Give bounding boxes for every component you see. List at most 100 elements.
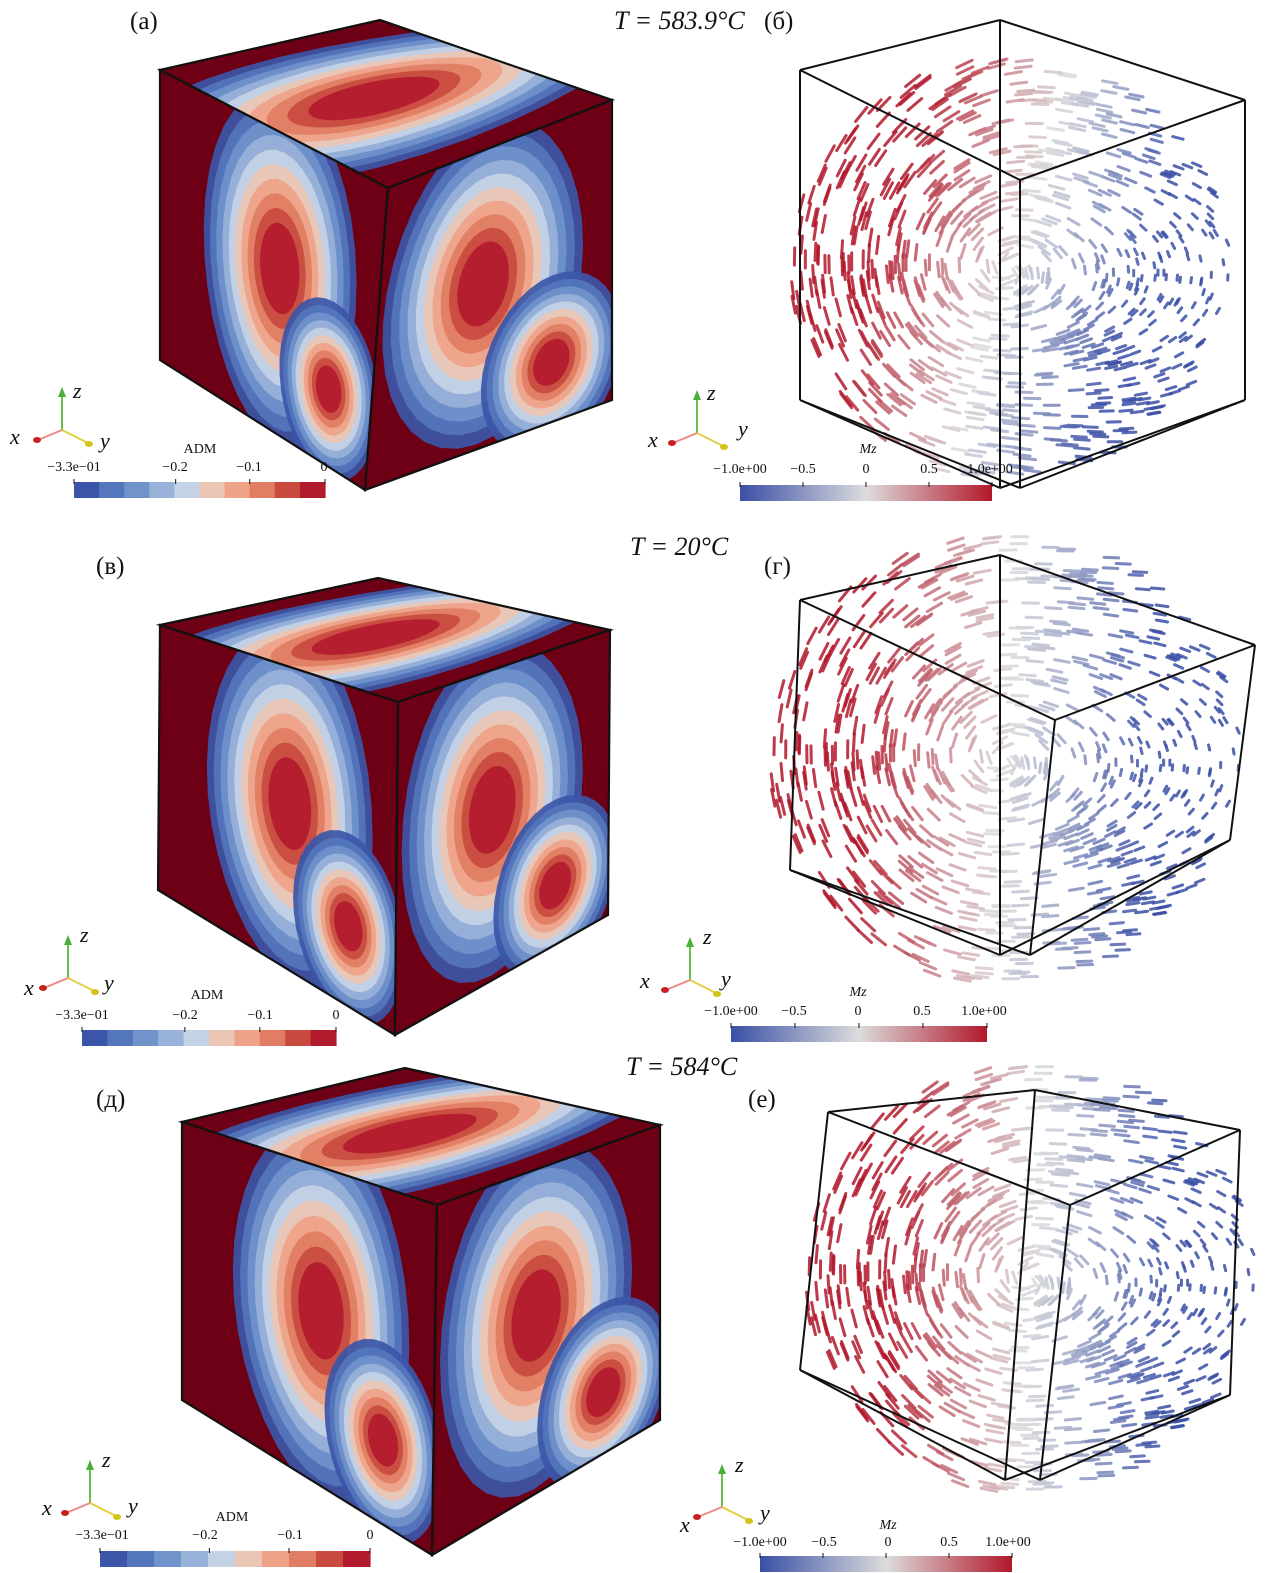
axis-y-label-d: y <box>128 1493 138 1518</box>
adm-face-right <box>395 630 610 1035</box>
axis-x-label-b: x <box>648 427 658 452</box>
mz-box-frame <box>799 1089 1241 1481</box>
adm-colorbar-step <box>209 1030 235 1046</box>
adm-colorbar-step <box>259 1030 286 1046</box>
adm-colorbar-step <box>208 1551 236 1567</box>
temperature-label-row3: T = 584°C <box>626 1052 738 1081</box>
mz-colorbar-tick-b-3: 0.5 <box>920 462 938 477</box>
adm-colorbar-tick-a-1: −0.2 <box>162 460 188 475</box>
axis-x-label-a: x <box>10 424 20 449</box>
mz-colorbar-tick-e-1: −0.5 <box>811 1535 837 1550</box>
adm-colorbar-step <box>100 1551 128 1567</box>
adm-colorbar-tick-v-3: 0 <box>332 1008 340 1023</box>
adm-colorbar-step <box>310 1030 337 1046</box>
mz-colorbar-b <box>739 482 993 501</box>
mz-colorbar-tick-e-3: 0.5 <box>940 1535 958 1550</box>
adm-colorbar-step <box>274 482 301 498</box>
adm-colorbar-step <box>224 482 251 498</box>
axis-z-label-g: z <box>703 924 712 949</box>
mz-colorbar-title-b: Mz <box>859 442 877 457</box>
mz-arrow-field <box>790 57 1231 478</box>
mz-colorbar-g <box>730 1023 988 1042</box>
mz-box-frame <box>789 554 1256 956</box>
adm-colorbar-step <box>132 1030 159 1046</box>
adm-colorbar-title-v: ADM <box>190 988 224 1003</box>
mz-colorbar-tick-e-2: 0 <box>884 1535 892 1550</box>
panel-label-v: (в) <box>96 553 125 580</box>
adm-colorbar-tick-v-2: −0.1 <box>247 1008 273 1023</box>
adm-colorbar-step <box>299 482 326 498</box>
panel-label-e: (е) <box>748 1086 776 1113</box>
temperature-label-row2: T = 20°C <box>630 532 729 561</box>
temperature-label-row1: T = 583.9°C <box>614 6 745 35</box>
adm-colorbar-step <box>124 482 150 498</box>
mz-colorbar-title-e: Mz <box>879 1518 897 1533</box>
mz-colorbar-tick-e-0: −1.0e+00 <box>733 1535 787 1550</box>
axis-y-label-a: y <box>100 428 110 453</box>
adm-colorbar-step <box>249 482 276 498</box>
mz-colorbar-gradient <box>740 485 992 501</box>
panel-label-a: (а) <box>130 8 158 35</box>
adm-colorbar-step <box>149 482 175 498</box>
adm-colorbar-step <box>181 1551 209 1567</box>
axis-z-label-d: z <box>102 1447 111 1472</box>
adm-colorbar-tick-d-0: −3.3e−01 <box>75 1528 129 1543</box>
adm-colorbar-d <box>99 1548 371 1567</box>
adm-colorbar-tick-v-0: −3.3e−01 <box>55 1008 109 1023</box>
axis-y-label-b: y <box>738 416 748 441</box>
adm-colorbar-tick-a-3: 0 <box>320 460 328 475</box>
adm-colorbar-step <box>235 1551 263 1567</box>
adm-colorbar-step <box>285 1030 312 1046</box>
mz-colorbar-tick-b-1: −0.5 <box>790 462 816 477</box>
adm-face-right <box>432 1125 660 1555</box>
axis-z-label-e: z <box>735 1452 744 1477</box>
adm-colorbar-step <box>158 1030 185 1046</box>
adm-face-left <box>160 70 388 490</box>
adm-colorbar-step <box>174 482 201 498</box>
axis-x-label-v: x <box>24 975 34 1000</box>
mz-colorbar-tick-g-3: 0.5 <box>913 1004 931 1019</box>
mz-colorbar-tick-g-4: 1.0e+00 <box>961 1004 1007 1019</box>
mz-arrow-field <box>805 1065 1256 1493</box>
adm-colorbar-step <box>82 1030 108 1046</box>
mz-colorbar-tick-e-4: 1.0e+00 <box>985 1535 1031 1550</box>
mz-colorbar-tick-g-2: 0 <box>854 1004 862 1019</box>
panel-label-g: (г) <box>764 553 791 580</box>
adm-colorbar-tick-d-1: −0.2 <box>192 1528 218 1543</box>
mz-colorbar-tick-b-0: −1.0e+00 <box>713 462 767 477</box>
adm-colorbar-step <box>99 482 125 498</box>
adm-colorbar-tick-v-1: −0.2 <box>172 1008 198 1023</box>
mz-colorbar-tick-g-1: −0.5 <box>781 1004 807 1019</box>
axis-x-label-g: x <box>640 968 650 993</box>
adm-colorbar-a <box>73 479 326 498</box>
axis-z-label-v: z <box>80 922 89 947</box>
adm-colorbar-tick-d-3: 0 <box>366 1528 374 1543</box>
adm-colorbar-v <box>81 1027 337 1046</box>
axis-x-label-e: x <box>680 1512 690 1537</box>
mz-colorbar-tick-g-0: −1.0e+00 <box>704 1004 758 1019</box>
axis-y-label-g: y <box>721 966 731 991</box>
mz-colorbar-title-g: Mz <box>849 985 867 1000</box>
adm-colorbar-title-d: ADM <box>215 1510 249 1525</box>
adm-colorbar-step <box>234 1030 261 1046</box>
mz-colorbar-gradient <box>731 1026 987 1042</box>
adm-colorbar-step <box>289 1551 317 1567</box>
axis-y-label-e: y <box>760 1500 770 1525</box>
mz-box-frame <box>799 19 1246 489</box>
axis-z-label-b: z <box>707 380 716 405</box>
adm-colorbar-step <box>183 1030 210 1046</box>
panel-label-b: (б) <box>764 8 794 35</box>
panel-label-d: (д) <box>96 1086 126 1113</box>
